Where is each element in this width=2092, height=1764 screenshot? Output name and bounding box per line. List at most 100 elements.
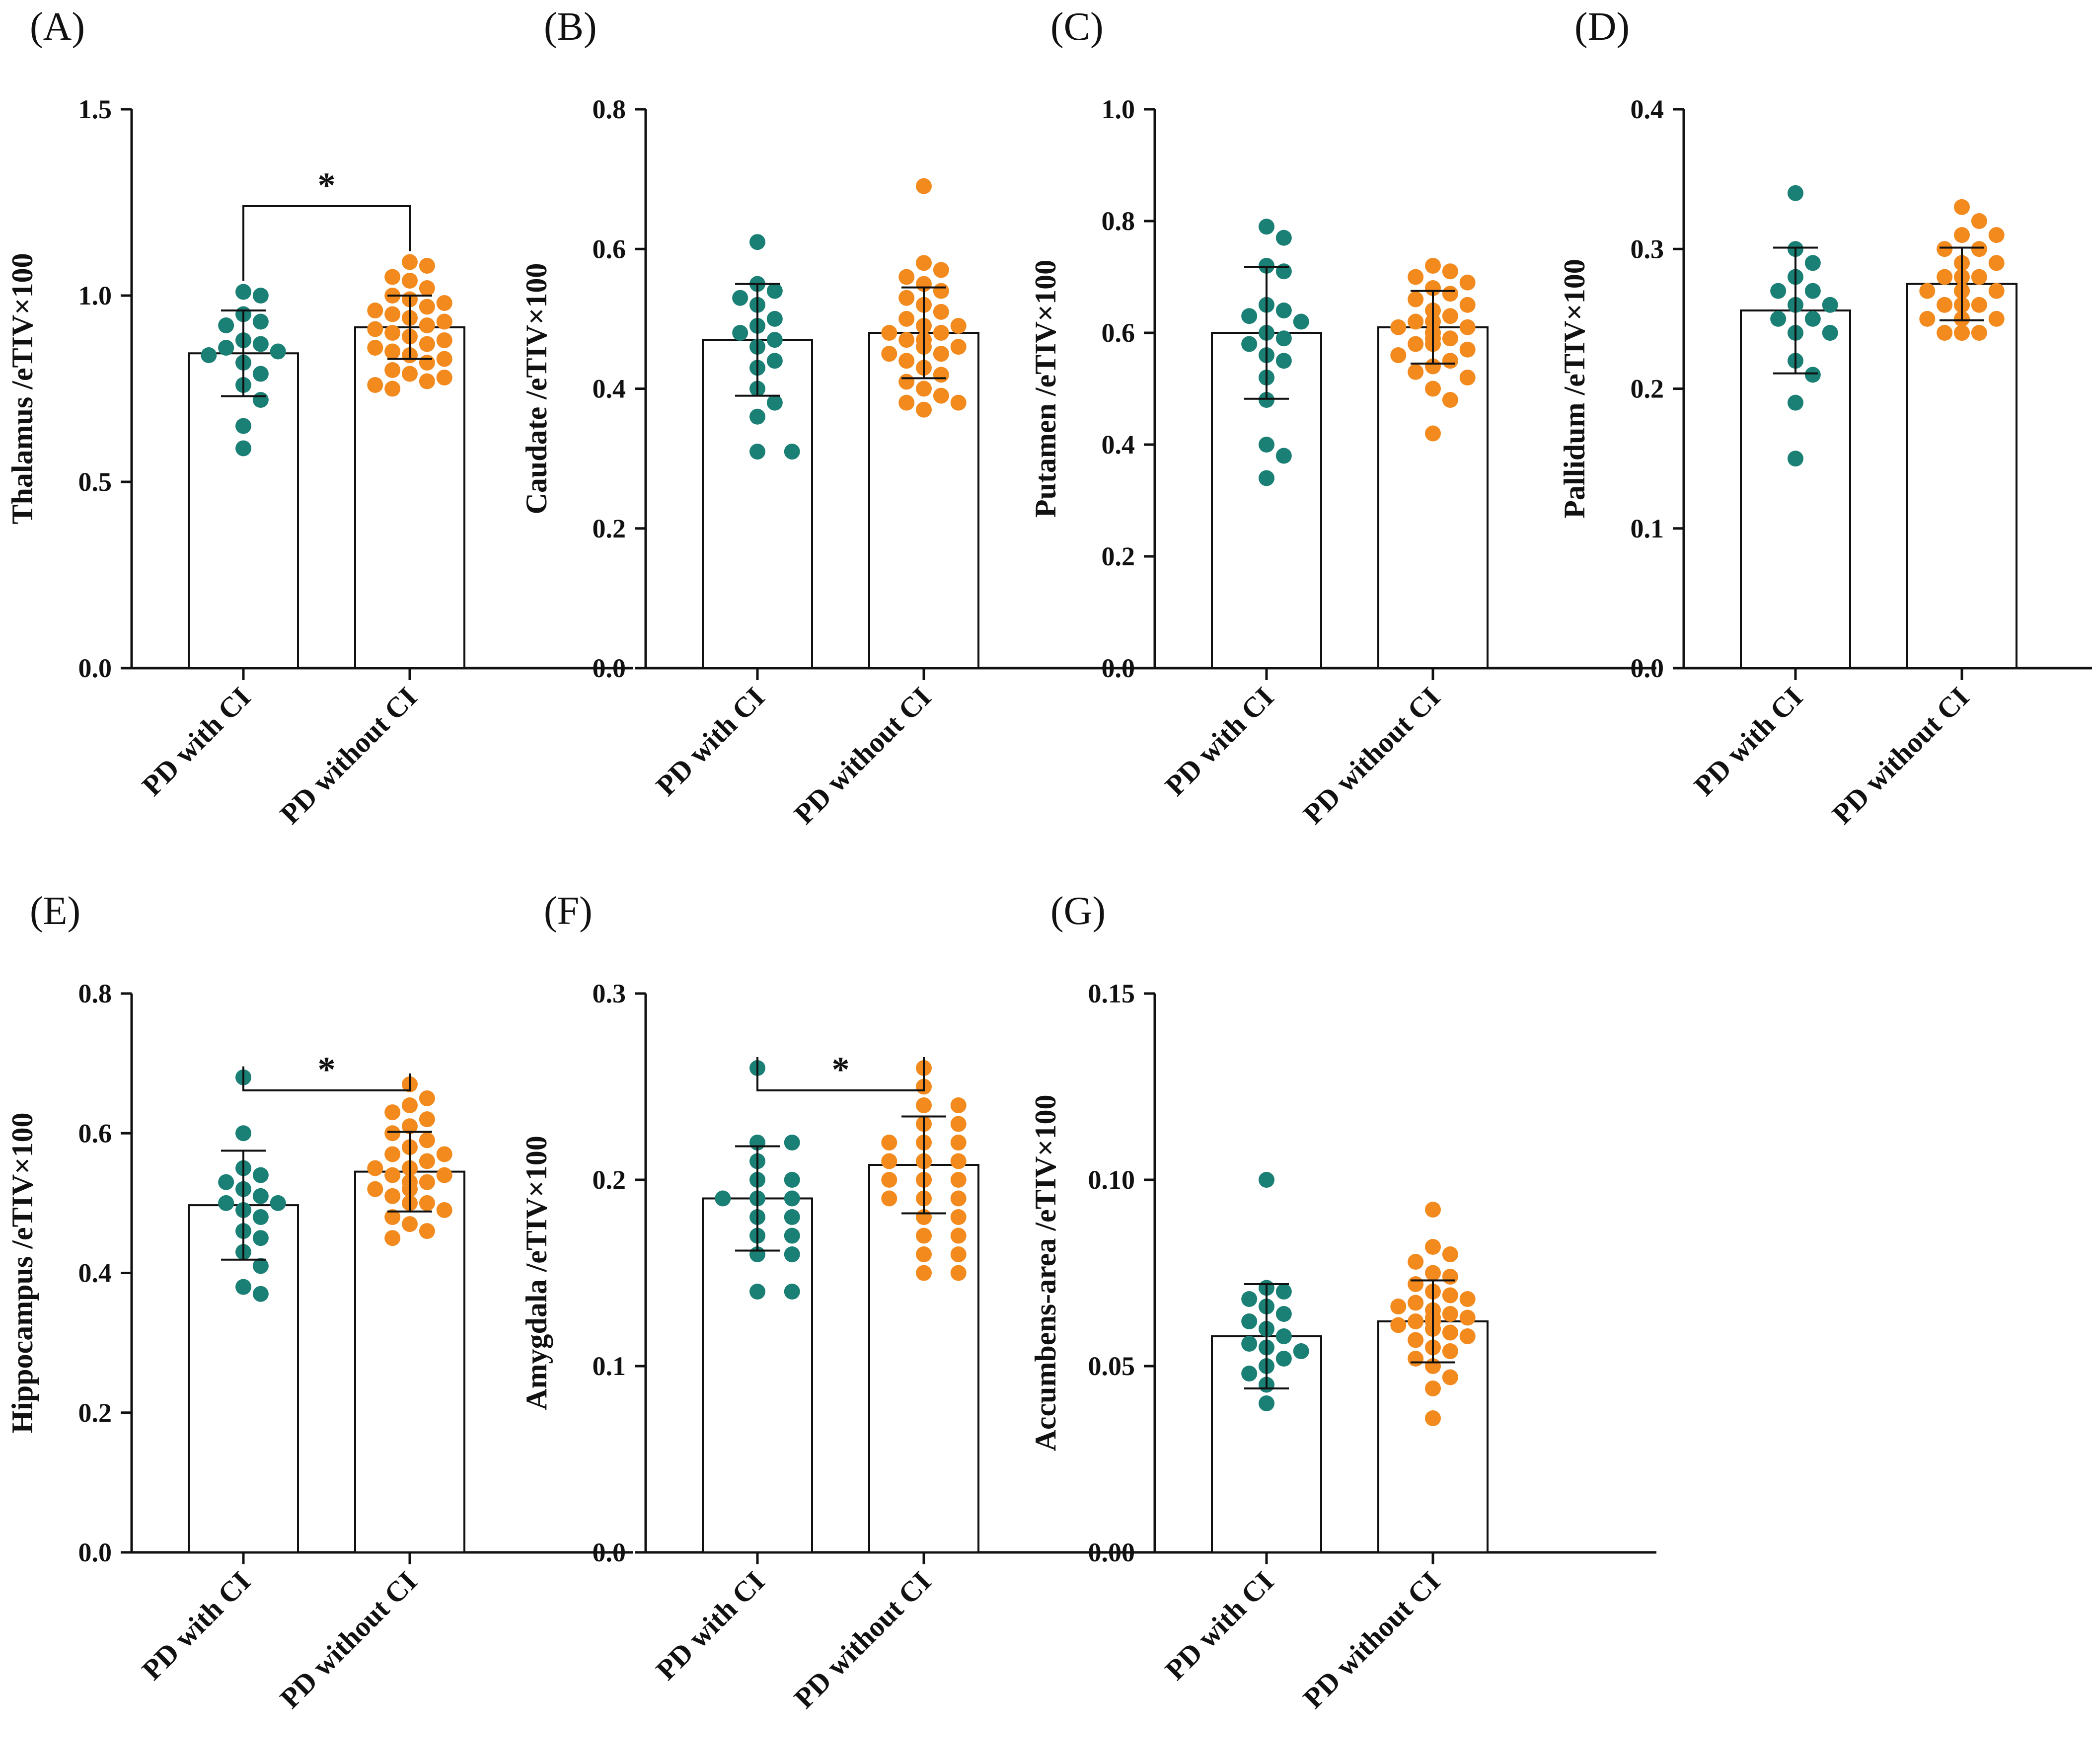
data-point [1804, 255, 1821, 271]
data-point [1259, 1395, 1274, 1411]
x-tick-label: PD with CI [650, 681, 771, 802]
data-point [419, 1223, 435, 1239]
data-point [1425, 358, 1441, 375]
x-tick-label: PD without CI [788, 681, 937, 830]
data-point [436, 1146, 452, 1162]
panel-label: (F) [544, 889, 593, 933]
data-point [784, 1172, 800, 1188]
data-point [1259, 258, 1274, 274]
data-point [252, 392, 269, 408]
data-point [933, 367, 949, 383]
data-point [1971, 213, 1987, 229]
y-axis-title: Putamen /eTIV×100 [1029, 260, 1062, 518]
significance-star: * [832, 1050, 850, 1089]
data-point [1988, 227, 2005, 243]
y-tick-label: 0.2 [593, 1165, 626, 1195]
data-point [1822, 297, 1838, 313]
data-point [1954, 325, 1970, 341]
bar [1906, 283, 2017, 669]
data-point [1442, 1369, 1458, 1385]
x-tick-label: PD without CI [274, 681, 423, 830]
data-point [1971, 297, 1987, 313]
data-point [419, 258, 435, 274]
data-point [384, 306, 401, 322]
data-point [881, 1190, 897, 1207]
y-tick-label: 1.5 [78, 94, 112, 124]
data-point [1275, 448, 1292, 464]
data-point [1408, 1295, 1424, 1311]
data-point [384, 1230, 401, 1246]
data-point [419, 1195, 435, 1211]
data-point [1408, 1313, 1424, 1329]
data-point [1442, 1306, 1458, 1322]
data-point [235, 1279, 251, 1295]
data-point [402, 273, 418, 289]
data-point [916, 1097, 932, 1113]
data-point [715, 1190, 731, 1207]
data-point [1275, 263, 1292, 280]
panel-d: (D) 0.0 0.1 0.2 0.3 0.4 Pallidum /eTIV×100 PD w… [1558, 5, 2092, 830]
data-point [1442, 286, 1458, 302]
y-tick-label: 0.0 [1102, 653, 1135, 683]
data-point [1259, 470, 1274, 486]
y-tick-label: 0.8 [593, 94, 626, 124]
data-point [419, 1132, 435, 1149]
data-point [1241, 1336, 1258, 1352]
data-point [1442, 1343, 1458, 1359]
data-point [402, 1118, 418, 1135]
data-point [270, 343, 286, 360]
data-point [402, 366, 418, 382]
data-point [950, 1097, 967, 1113]
y-axis-title: Amygdala /eTIV×100 [520, 1136, 553, 1410]
data-point [1788, 394, 1803, 411]
x-tick-label: PD without CI [274, 1565, 423, 1714]
data-point [933, 304, 949, 320]
data-point [1442, 1246, 1458, 1262]
data-point [419, 280, 435, 296]
data-point [201, 347, 217, 363]
panel-label: (D) [1574, 5, 1630, 49]
y-tick-label: 0.1 [593, 1351, 626, 1381]
data-point [436, 295, 452, 311]
data-point [950, 1246, 967, 1262]
data-point [1275, 353, 1292, 369]
data-point [766, 332, 783, 348]
panel-label: (E) [30, 889, 80, 933]
data-point [367, 340, 383, 356]
data-point [749, 408, 765, 425]
data-point [1241, 336, 1258, 352]
panel-e: (E) 0.0 0.2 0.4 0.6 0.8 Hippocampus /eTIV×100 P… [6, 889, 633, 1714]
data-point [252, 1167, 269, 1183]
data-point [1788, 451, 1803, 467]
data-point [1442, 263, 1458, 280]
data-point [384, 1188, 401, 1204]
data-point [1259, 437, 1274, 453]
y-tick-label: 0.0 [78, 1537, 112, 1567]
y-axis-title: Caudate /eTIV×100 [520, 263, 553, 515]
data-point [784, 1209, 800, 1225]
data-point [1442, 392, 1458, 408]
data-point [1408, 313, 1424, 330]
y-tick-label: 0.4 [1102, 430, 1135, 460]
data-point [1788, 185, 1803, 201]
data-point [436, 351, 452, 367]
y-tick-label: 0.0 [78, 653, 112, 683]
data-point [1459, 1328, 1476, 1344]
data-point [898, 332, 915, 348]
data-point [1442, 353, 1458, 369]
data-point [1293, 313, 1309, 330]
data-point [367, 303, 383, 318]
data-point [218, 1174, 234, 1190]
data-point [898, 290, 915, 306]
y-tick-label: 0.2 [1631, 374, 1664, 404]
data-point [367, 1181, 383, 1197]
data-point [1442, 1269, 1458, 1285]
data-point [384, 325, 401, 341]
data-point [419, 336, 435, 352]
y-tick-label: 0.4 [593, 374, 626, 404]
data-point [881, 325, 897, 341]
data-point [252, 366, 269, 382]
data-point [950, 317, 967, 334]
data-point [1919, 283, 1936, 299]
